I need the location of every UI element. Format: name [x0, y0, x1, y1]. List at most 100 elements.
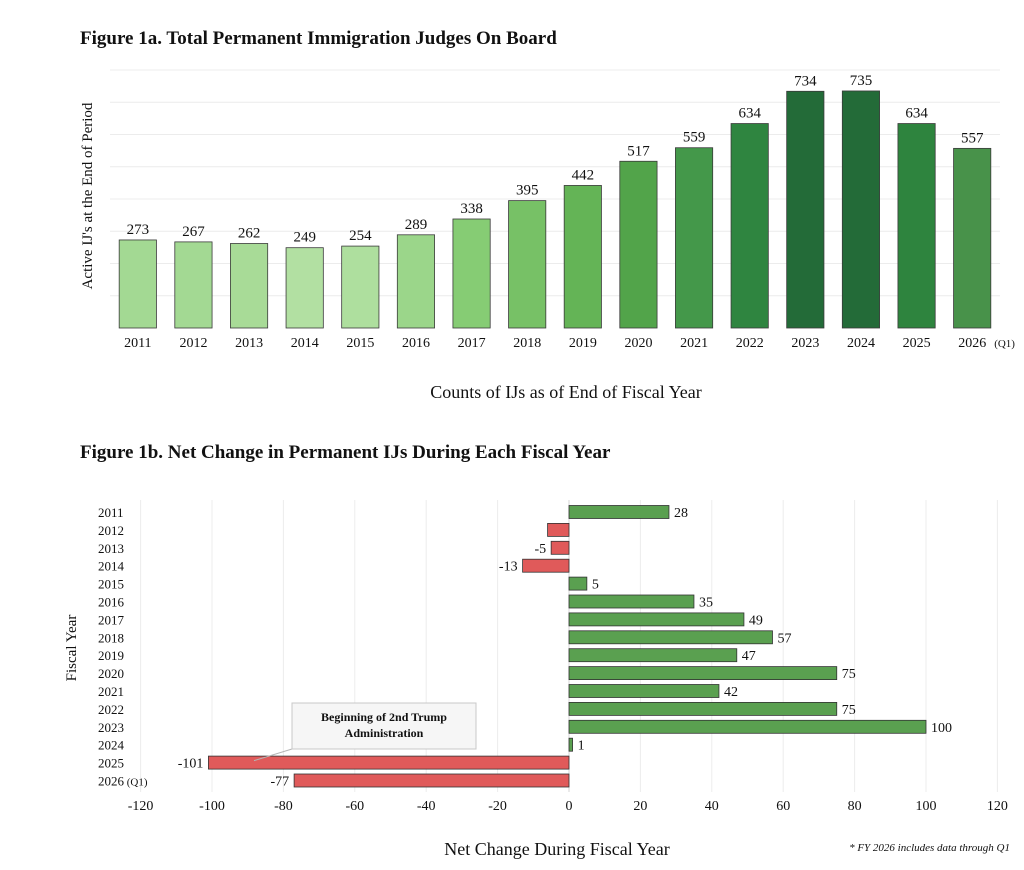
y-tick-label-2015: 2015 [98, 577, 124, 592]
y-tick-label-2013: 2013 [98, 541, 124, 556]
bar-2011 [118, 239, 157, 329]
x-tick-label-2023: 2023 [791, 336, 819, 351]
bar-2014 [285, 247, 324, 329]
data-label-2023: 734 [794, 73, 817, 89]
data-label-2019: 442 [572, 167, 595, 183]
data-label-2022: 75 [842, 703, 856, 718]
data-label-2013: -5 [534, 542, 546, 557]
x-tick-label: -100 [199, 799, 225, 814]
x-tick-label-2011: 2011 [124, 336, 151, 351]
x-tick-label: 100 [916, 799, 937, 814]
y-tick-label-2017: 2017 [98, 612, 125, 627]
bar-2012 [547, 523, 570, 537]
y-tick-label-2012: 2012 [98, 523, 124, 538]
bar-2014 [522, 558, 570, 573]
footnote: * FY 2026 includes data through Q1 [849, 842, 1010, 854]
data-label-2019: 47 [742, 649, 756, 664]
bar-2015 [341, 245, 380, 329]
bar-2023 [568, 719, 927, 734]
data-label-2014: 249 [293, 230, 316, 246]
y-axis-label: Fiscal Year [64, 615, 80, 682]
x-tick-label-2021: 2021 [680, 336, 708, 351]
data-label-2018: 395 [516, 183, 539, 199]
bar-2016 [568, 594, 695, 609]
bar-2013 [550, 540, 570, 555]
x-tick-label: 0 [566, 799, 573, 814]
data-label-2026: 557 [961, 130, 984, 146]
x-tick-label: 60 [776, 799, 790, 814]
data-label-2012: 267 [182, 224, 205, 240]
y-tick-label-2011: 2011 [98, 505, 124, 520]
y-tick-label-2023: 2023 [98, 720, 124, 735]
bar-2013 [230, 243, 269, 329]
x-tick-label-2012: 2012 [179, 336, 207, 351]
x-tick-label-2020: 2020 [624, 336, 652, 351]
x-tick-label: -40 [417, 799, 436, 814]
x-axis-label: Net Change During Fiscal Year [444, 839, 669, 859]
bar-2026 [953, 147, 992, 329]
bar-2026 [293, 773, 570, 788]
bar-2024 [568, 737, 573, 752]
bar-2015 [568, 576, 588, 591]
bar-2019 [563, 185, 602, 329]
x-axis-label: Counts of IJs as of End of Fiscal Year [430, 382, 702, 402]
y-tick-label-2024: 2024 [98, 738, 125, 753]
y-tick-label-2026: 2026 (Q1) [98, 774, 148, 789]
data-label-2015: 5 [592, 578, 599, 593]
data-label-2023: 100 [931, 721, 952, 736]
annotation-pointer [253, 748, 293, 762]
x-tick-label-2018: 2018 [513, 336, 541, 351]
data-label-2024: 1 [578, 739, 585, 754]
figure-1a-title: Figure 1a. Total Permanent Immigration J… [80, 28, 557, 49]
x-tick-label-2015: 2015 [346, 336, 374, 351]
y-tick-label-2025: 2025 [98, 756, 124, 771]
data-label-2015: 254 [349, 228, 372, 244]
y-tick-label-2022: 2022 [98, 702, 124, 717]
x-tick-label-2026: 2026 [958, 336, 986, 351]
bar-2020 [619, 160, 658, 329]
bar-2021 [675, 147, 714, 329]
y-tick-label-2018: 2018 [98, 630, 124, 645]
bar-2022 [568, 702, 838, 716]
data-label-2020: 75 [842, 667, 856, 682]
data-label-2018: 57 [777, 631, 791, 646]
y-tick-label-2020: 2020 [98, 666, 124, 681]
bar-2025 [897, 123, 936, 329]
bar-2011 [568, 505, 670, 519]
data-label-2020: 517 [627, 143, 650, 159]
y-tick-label-2016: 2016 [98, 595, 125, 610]
annotation-box [291, 702, 477, 750]
x-tick-label: 20 [633, 799, 647, 814]
data-label-2025: 634 [905, 106, 928, 122]
y-tick-label-2014: 2014 [98, 559, 125, 574]
data-label-2014: -13 [499, 560, 518, 575]
data-label-2017: 49 [749, 613, 763, 628]
x-tick-label-2022: 2022 [736, 336, 764, 351]
x-tick-label-2014: 2014 [291, 336, 319, 351]
bar-2024 [841, 90, 880, 329]
x-tick-label-2024: 2024 [847, 336, 875, 351]
data-label-2026: -77 [270, 775, 289, 790]
bar-2025 [208, 755, 570, 770]
bar-2022 [730, 123, 769, 329]
data-label-2024: 735 [850, 73, 873, 89]
figure-1a-chart: 273 2011 267 2012 262 2013 249 2014 254 2015 289 20… [80, 69, 1015, 402]
data-label-2013: 262 [238, 226, 261, 242]
x-tick-label-2025: 2025 [903, 336, 931, 351]
data-label-2011: 273 [127, 222, 150, 238]
x-tick-label-2017: 2017 [458, 336, 486, 351]
x-tick-label: 40 [705, 799, 719, 814]
data-label-2025: -101 [178, 757, 204, 772]
bar-2017 [568, 612, 745, 627]
y-axis-label: Active IJ's at the End of Period [80, 102, 96, 289]
bar-2023 [786, 90, 825, 329]
bar-2016 [396, 234, 435, 329]
bar-2019 [568, 648, 738, 663]
x-tick-label: -120 [128, 799, 154, 814]
bar-2012 [174, 241, 213, 329]
data-label-2021: 559 [683, 130, 706, 146]
bar-2018 [568, 630, 773, 645]
x-tick-label-2019: 2019 [569, 336, 597, 351]
y-tick-label-2019: 2019 [98, 648, 124, 663]
x-tick-label: -60 [345, 799, 364, 814]
